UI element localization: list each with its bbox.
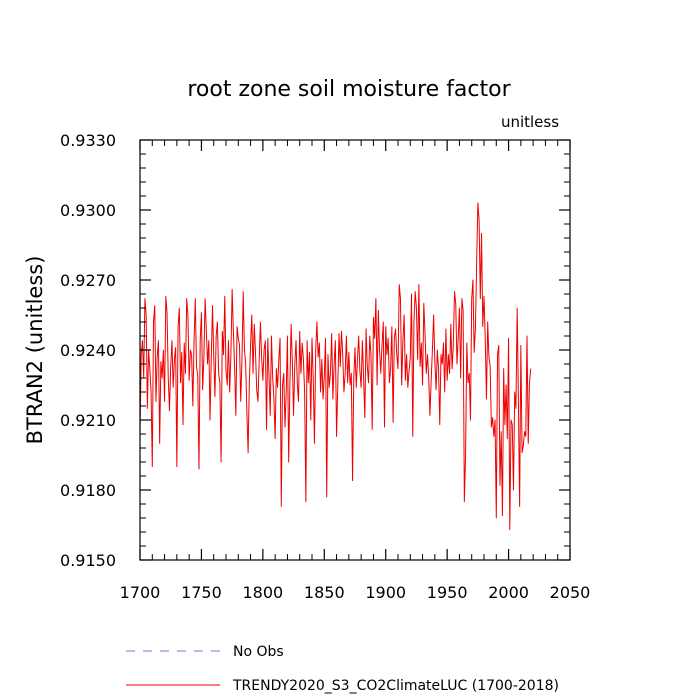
- y-tick-label: 0.9150: [60, 551, 116, 570]
- legend-label-trendy: TRENDY2020_S3_CO2ClimateLUC (1700-2018): [232, 678, 559, 694]
- x-tick-label: 1850: [304, 583, 345, 602]
- y-tick-label: 0.9330: [60, 131, 116, 150]
- y-tick-label: 0.9210: [60, 411, 116, 430]
- y-tick-label: 0.9240: [60, 341, 116, 360]
- x-tick-label: 1950: [427, 583, 468, 602]
- x-tick-label: 1700: [120, 583, 161, 602]
- x-tick-label: 1750: [181, 583, 222, 602]
- y-tick-label: 0.9270: [60, 271, 116, 290]
- units-label: unitless: [501, 113, 559, 131]
- x-tick-label: 2000: [488, 583, 529, 602]
- x-tick-label: 1900: [365, 583, 406, 602]
- legend: No Obs TRENDY2020_S3_CO2ClimateLUC (1700-…: [126, 644, 559, 694]
- x-tick-label: 2050: [550, 583, 591, 602]
- axes: 1700 1750 1800 1850 1900 1950 2000 2050 0.9150 0.…: [60, 131, 590, 602]
- chart-title: root zone soil moisture factor: [187, 77, 511, 102]
- y-tick-label: 0.9180: [60, 481, 116, 500]
- y-tick-label: 0.9300: [60, 201, 116, 220]
- series-line-trendy: [139, 202, 532, 531]
- plot-area: [139, 202, 532, 531]
- x-tick-label: 1800: [242, 583, 283, 602]
- legend-label-no-obs: No Obs: [233, 644, 284, 660]
- y-axis-label: BTRAN2 (unitless): [23, 256, 47, 445]
